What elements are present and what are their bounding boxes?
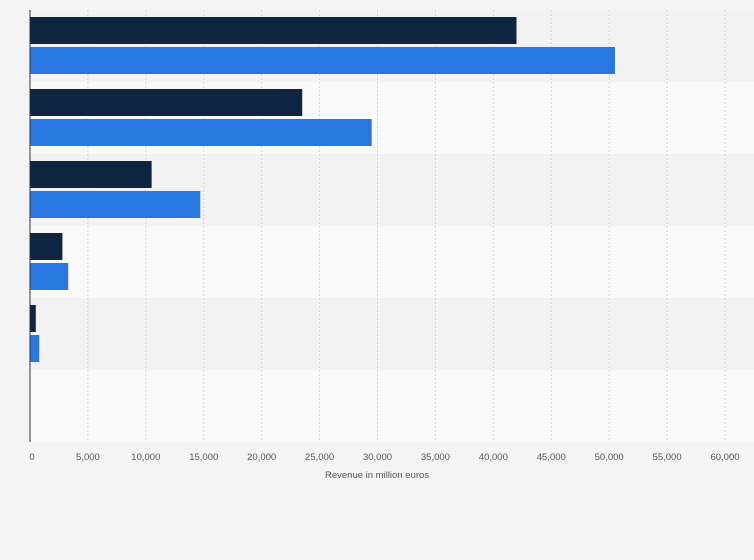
x-tick-label: 35,000 <box>421 452 450 463</box>
x-tick-label: 5,000 <box>76 452 100 463</box>
gridlines <box>87 10 726 442</box>
x-axis-title: Revenue in million euros <box>325 470 429 481</box>
row-band <box>30 226 754 298</box>
x-tick-label: 50,000 <box>595 452 624 463</box>
x-tick-label: 10,000 <box>131 452 160 463</box>
bar-series-1 <box>30 161 152 188</box>
bar-series-2 <box>30 47 615 74</box>
bar-series-1 <box>30 233 63 260</box>
x-tick-label: 20,000 <box>247 452 276 463</box>
x-tick-label: 55,000 <box>653 452 682 463</box>
row-band <box>30 370 754 442</box>
x-tick-label: 60,000 <box>710 452 739 463</box>
row-bands <box>30 10 754 442</box>
bar-series-2 <box>30 263 69 290</box>
bar-series-1 <box>30 17 517 44</box>
bar-series-2 <box>30 119 372 146</box>
row-band <box>30 298 754 370</box>
x-axis-ticks: 0 5,000 10,000 15,000 20,000 25,000 30,000 35,0… <box>29 452 739 463</box>
x-tick-label: 0 <box>29 452 34 463</box>
bar-series-1 <box>30 305 36 332</box>
bar-series-1 <box>30 89 303 116</box>
x-tick-label: 40,000 <box>479 452 508 463</box>
bars <box>30 17 615 362</box>
x-tick-label: 45,000 <box>537 452 566 463</box>
x-tick-label: 15,000 <box>189 452 218 463</box>
bar-series-2 <box>30 335 40 362</box>
x-tick-label: 25,000 <box>305 452 334 463</box>
bar-series-2 <box>30 191 201 218</box>
x-tick-label: 30,000 <box>363 452 392 463</box>
